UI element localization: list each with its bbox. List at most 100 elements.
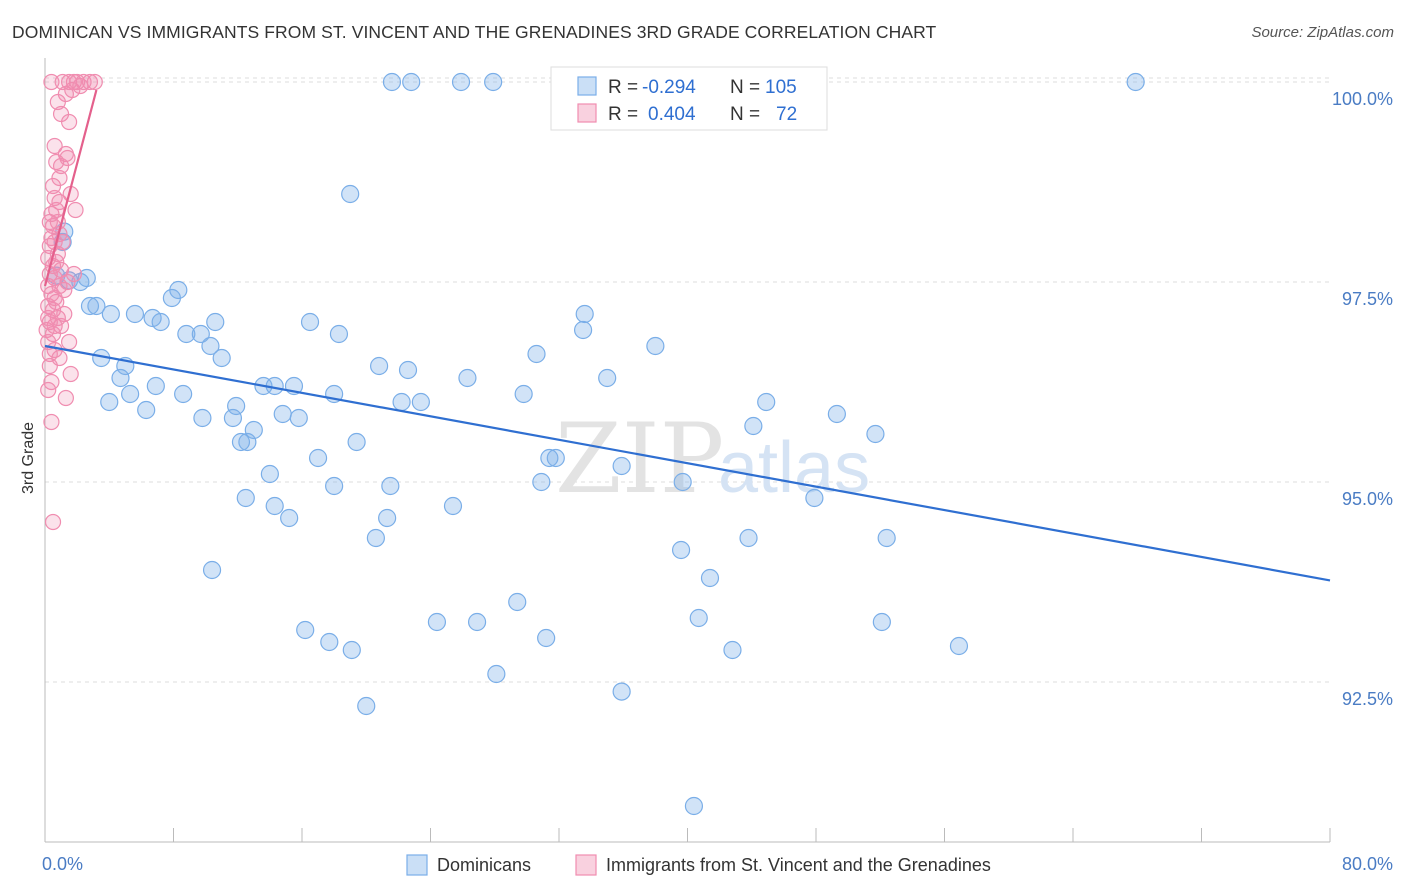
scatter-point [370,356,389,376]
scatter-point [723,640,742,660]
scatter-point [260,464,279,484]
scatter-point [546,448,565,468]
scatter-point [280,508,299,528]
scatter-point [57,389,74,407]
legend-n-label: N = [730,104,760,125]
scatter-point [573,320,593,340]
legend-n-label: N = [730,77,760,98]
scatter-point [101,304,120,324]
scatter-point [64,81,81,99]
scatter-point [206,312,225,332]
scatter-point [684,796,704,816]
scatter-point [378,508,397,528]
scatter-point [238,432,257,452]
scatter-point [174,384,193,404]
scatter-point [646,336,665,356]
scatter-point [381,476,400,496]
scatter-point [71,272,90,292]
y-tick-label: 92.5% [1342,689,1393,709]
scatter-point [308,448,328,468]
scatter-point [273,404,292,424]
bottom-legend-label: Dominicans [437,855,531,875]
x-tick-label: 0.0% [42,854,83,874]
scatter-point [46,289,63,307]
scatter-point [398,360,418,380]
scatter-point [1126,72,1145,92]
scatter-point [81,73,99,91]
scatter-point [54,233,71,251]
scatter-point [46,137,63,155]
series-svg-immigrants [38,73,103,531]
x-tick-label: 80.0% [1342,854,1393,874]
scatter-point [866,424,885,444]
x-tick-labels: 0.0% 80.0% [42,854,1393,874]
scatter-point [86,73,103,91]
bottom-legend-swatch-dominicans [406,854,428,876]
scatter-point [700,568,720,588]
scatter-point [202,560,222,580]
scatter-point [212,348,231,368]
series-dominicans [47,72,1145,816]
scatter-point [411,392,430,412]
scatter-point [201,336,220,356]
scatter-point [451,72,471,92]
scatter-point [329,324,349,344]
scatter-point [325,476,344,496]
scatter-point [827,404,846,424]
scatter-point [125,304,145,324]
y-tick-labels: 100.0% 97.5% 95.0% 92.5% [1332,89,1393,709]
scatter-point [162,288,181,308]
scatter-point [43,373,60,391]
gridlines [45,77,1330,683]
scatter-point [44,513,62,531]
scatter-point [744,416,763,436]
watermark-atlas: atlas [718,428,870,508]
y-tick-label: 100.0% [1332,89,1393,109]
y-axis-title: 3rd Grade [20,422,37,494]
scatter-point [347,432,366,452]
scatter-point [484,72,503,92]
scatter-point [236,488,255,508]
bottom-legend-swatch-svg-immigrants [575,854,597,876]
scatter-point [72,77,89,95]
scatter-point [43,73,60,91]
scatter-point [146,376,165,396]
scatter-point [43,413,60,431]
scatter-point [46,317,63,335]
scatter-point [382,72,402,92]
scatter-point [41,357,58,375]
source-credit: Source: ZipAtlas.com [1251,24,1394,41]
scatter-point [527,344,546,364]
scatter-point [223,408,243,428]
scatter-point [100,392,119,412]
scatter-point [458,368,477,388]
scatter-point [467,612,487,632]
scatter-point [366,528,385,548]
scatter-point [612,682,631,701]
scatter-point [673,472,692,492]
scatter-point [265,496,284,516]
scatter-point [193,408,212,428]
scatter-point [598,368,617,388]
scatter-point [877,528,896,548]
scatter-point [320,632,339,652]
bottom-legend: Dominicans Immigrants from St. Vincent a… [406,854,991,876]
scatter-point [231,432,251,452]
scatter-point [540,448,559,468]
scatter-point [392,392,411,412]
scatter-point [612,456,631,476]
watermark: ZIP atlas [555,403,870,515]
scatter-point [80,296,100,316]
scatter-point [62,365,79,383]
scatter-point [739,528,758,548]
trend-line-svg-immigrants [43,89,98,287]
scatter-point [151,312,170,332]
scatter-point [342,640,361,660]
legend-r-label: R = [608,104,638,125]
scatter-point [514,384,533,404]
scatter-point [805,488,824,508]
legend-r-value: -0.294 [642,77,696,98]
scatter-point [575,304,594,324]
scatter-point [137,400,156,420]
